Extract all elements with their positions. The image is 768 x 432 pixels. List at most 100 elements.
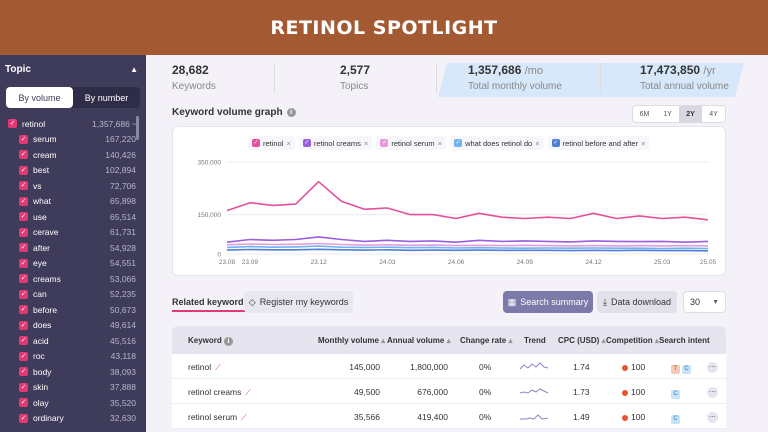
checkbox-checked-icon[interactable]: ✓ xyxy=(8,119,17,129)
keyword-cell[interactable]: retinol ⟋ xyxy=(188,362,221,373)
more-options-icon[interactable]: ⋯ xyxy=(707,411,718,423)
topic-item[interactable]: ✓ can 52,235 xyxy=(0,287,146,303)
topic-value: 35,520 xyxy=(110,397,136,408)
topic-item-root[interactable]: ✓ retinol 1,357,686 ~ xyxy=(0,116,146,132)
table-row[interactable]: retinol creams ⟋ 49,500 676,000 0% 1.73 100 C ⋯ xyxy=(172,379,726,404)
data-download-button[interactable]: ⤓ Data download xyxy=(597,291,677,313)
topic-item[interactable]: ✓ before 50,673 xyxy=(0,302,146,318)
checkbox-checked-icon[interactable]: ✓ xyxy=(19,212,28,222)
checkbox-checked-icon[interactable]: ✓ xyxy=(302,139,311,147)
checkbox-checked-icon[interactable]: ✓ xyxy=(19,274,28,284)
topic-item[interactable]: ✓ cerave 61,731 xyxy=(0,225,146,241)
col-change[interactable]: Change rate ▴ xyxy=(460,336,512,345)
topic-item[interactable]: ✓ olay 35,520 xyxy=(0,395,146,411)
sparkline-icon xyxy=(519,388,549,394)
info-icon[interactable]: i xyxy=(286,108,296,117)
col-keyword[interactable]: Keyword i xyxy=(188,336,234,346)
legend-chip[interactable]: ✓ what does retinol do × xyxy=(450,136,544,150)
checkbox-checked-icon[interactable]: ✓ xyxy=(454,139,463,147)
checkbox-checked-icon[interactable]: ✓ xyxy=(19,320,28,330)
more-options-icon[interactable]: ⋯ xyxy=(707,386,718,398)
topic-item[interactable]: ✓ creams 53,066 xyxy=(0,271,146,287)
topic-item[interactable]: ✓ best 102,894 xyxy=(0,163,146,179)
checkbox-checked-icon[interactable]: ✓ xyxy=(19,305,28,315)
info-icon[interactable]: i xyxy=(224,337,234,346)
register-keywords-button[interactable]: ◇ Register my keywords xyxy=(244,291,353,313)
topic-item[interactable]: ✓ ordinary 32,630 xyxy=(0,411,146,427)
close-icon[interactable]: × xyxy=(437,138,443,148)
topic-header[interactable]: Topic ▲ xyxy=(0,55,146,83)
close-icon[interactable]: × xyxy=(641,138,646,148)
checkbox-checked-icon[interactable]: ✓ xyxy=(380,139,389,147)
topic-item[interactable]: ✓ acid 45,516 xyxy=(0,333,146,349)
table-row[interactable]: retinol ⟋ 145,000 1,800,000 0% 1.74 100 T C ⋯ xyxy=(172,354,726,379)
topic-item[interactable]: ✓ what 65,898 xyxy=(0,194,146,210)
search-summary-button[interactable]: ▦ Search summary xyxy=(503,291,593,313)
per-page-select[interactable]: 30 ▼ xyxy=(683,291,726,313)
range-option[interactable]: 1Y xyxy=(663,110,672,118)
table-row[interactable]: retinol serum ⟋ 35,566 419,400 0% 1.49 100 C ⋯ xyxy=(172,404,726,429)
range-option[interactable]: 2Y xyxy=(679,106,702,122)
intent-cell: C xyxy=(671,412,682,424)
checkbox-checked-icon[interactable]: ✓ xyxy=(19,227,28,237)
checkbox-checked-icon[interactable]: ✓ xyxy=(19,243,28,253)
topic-item[interactable]: ✓ serum 167,220 xyxy=(0,132,146,148)
by-number-button[interactable]: By number xyxy=(84,92,129,103)
legend-chip[interactable]: ✓ retinol serum × xyxy=(376,136,447,150)
chevron-up-icon[interactable]: ▲ xyxy=(130,64,138,74)
checkbox-checked-icon[interactable]: ✓ xyxy=(19,258,28,268)
checkbox-checked-icon[interactable]: ✓ xyxy=(19,165,28,175)
checkbox-checked-icon[interactable]: ✓ xyxy=(19,289,28,299)
range-option[interactable]: 4Y xyxy=(709,110,718,118)
trend-chart-icon[interactable]: ⟋ xyxy=(245,388,251,397)
topic-item[interactable]: ✓ use 65,514 xyxy=(0,209,146,225)
checkbox-checked-icon[interactable]: ✓ xyxy=(252,139,260,147)
col-monthly[interactable]: Monthly volume ▴ xyxy=(318,336,385,345)
trend-chart-icon[interactable]: ⟋ xyxy=(215,363,221,372)
checkbox-checked-icon[interactable]: ✓ xyxy=(19,398,28,408)
topic-item[interactable]: ✓ vs 72,706 xyxy=(0,178,146,194)
intent-cell: C xyxy=(671,387,682,399)
tab-related-keywords[interactable]: Related keywords xyxy=(172,297,249,312)
close-icon[interactable]: × xyxy=(535,138,540,148)
topic-item[interactable]: ✓ cream 140,426 xyxy=(0,147,146,163)
checkbox-checked-icon[interactable]: ✓ xyxy=(19,351,28,361)
topic-list: ✓ retinol 1,357,686 ~ ✓ serum 167,220 ✓ cream… xyxy=(0,116,146,426)
trend-chart-icon[interactable]: ⟋ xyxy=(241,413,247,422)
topic-item[interactable]: ✓ skin 37,888 xyxy=(0,380,146,396)
checkbox-checked-icon[interactable]: ✓ xyxy=(19,382,28,392)
checkbox-checked-icon[interactable]: ✓ xyxy=(19,134,28,144)
more-options-icon[interactable]: ⋯ xyxy=(707,361,718,373)
legend-chip[interactable]: ✓ retinol before and after × xyxy=(547,136,650,150)
legend-chip[interactable]: ✓ retinol creams × xyxy=(298,136,373,150)
checkbox-checked-icon[interactable]: ✓ xyxy=(19,336,28,346)
keyword-cell[interactable]: retinol serum ⟋ xyxy=(188,412,247,423)
topic-value: 50,673 xyxy=(110,304,136,315)
close-icon[interactable]: × xyxy=(363,138,369,148)
topic-item[interactable]: ✓ body 38,093 xyxy=(0,364,146,380)
checkbox-checked-icon[interactable]: ✓ xyxy=(19,150,28,160)
topic-name: eye xyxy=(33,258,47,269)
topic-value: 54,551 xyxy=(110,258,136,269)
checkbox-checked-icon[interactable]: ✓ xyxy=(551,139,560,147)
sparkline-icon xyxy=(520,414,549,420)
checkbox-checked-icon[interactable]: ✓ xyxy=(19,196,28,206)
checkbox-checked-icon[interactable]: ✓ xyxy=(19,181,28,191)
sidebar-scrollbar[interactable] xyxy=(136,116,139,140)
checkbox-checked-icon[interactable]: ✓ xyxy=(19,413,28,423)
topic-item[interactable]: ✓ after 54,928 xyxy=(0,240,146,256)
col-competition[interactable]: Competition ▴ xyxy=(606,336,659,345)
legend-chip[interactable]: ✓ retinol × xyxy=(248,136,295,150)
by-volume-button[interactable]: By volume xyxy=(6,87,73,108)
topic-item[interactable]: ✓ does 49,614 xyxy=(0,318,146,334)
close-icon[interactable]: × xyxy=(286,138,291,148)
keyword-cell[interactable]: retinol creams ⟋ xyxy=(188,387,251,398)
topic-item[interactable]: ✓ roc 43,118 xyxy=(0,349,146,365)
checkbox-checked-icon[interactable]: ✓ xyxy=(19,367,28,377)
topic-item[interactable]: ✓ eye 54,551 xyxy=(0,256,146,272)
stat-annual-volume: 17,473,850 /yr Total annual volume xyxy=(640,63,729,92)
range-option[interactable]: 6M xyxy=(639,110,650,118)
col-annual[interactable]: Annual volume ▴ xyxy=(387,336,451,345)
topic-value: 65,514 xyxy=(110,211,136,222)
col-cpc[interactable]: CPC (USD) ▴ xyxy=(558,336,606,345)
